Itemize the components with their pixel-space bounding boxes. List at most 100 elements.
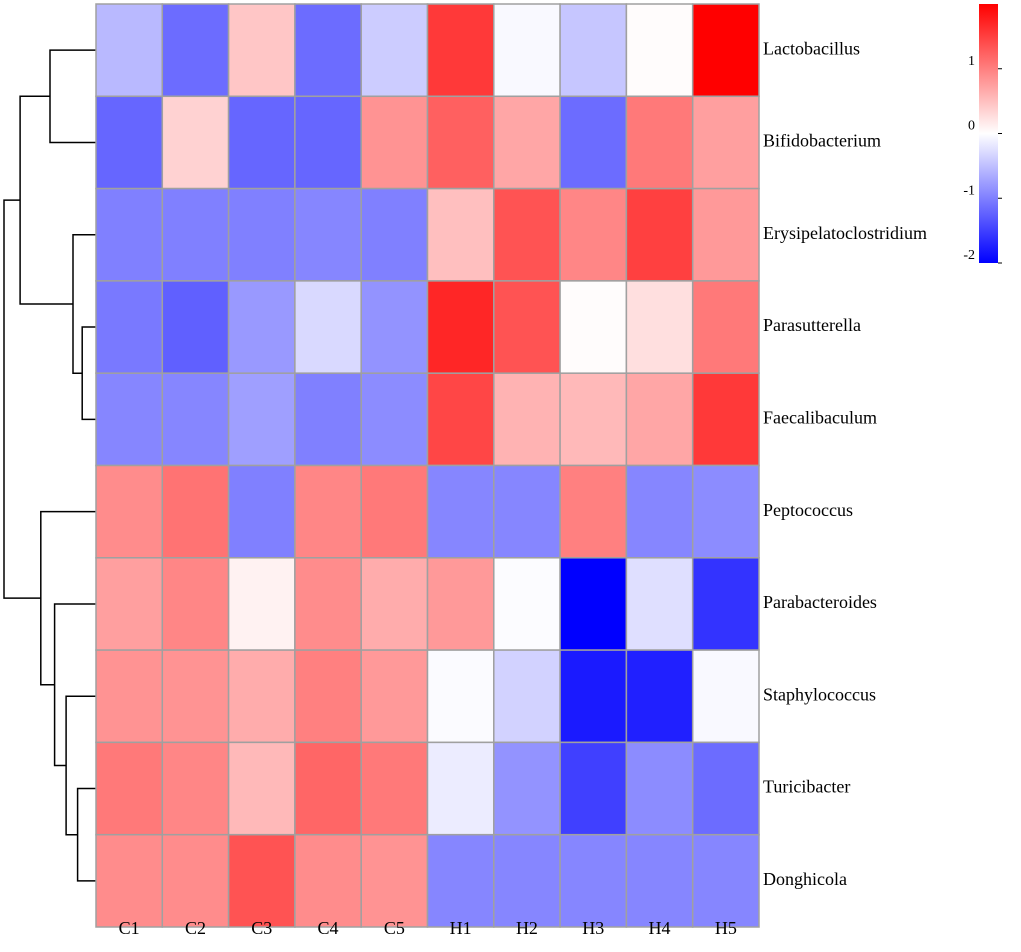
heatmap-cell bbox=[691, 464, 760, 559]
heatmap-cell bbox=[360, 372, 429, 467]
heatmap-cell bbox=[95, 95, 164, 190]
heatmap-cell bbox=[559, 372, 628, 467]
heatmap-cell bbox=[625, 833, 694, 928]
heatmap-cell bbox=[161, 187, 230, 282]
heatmap-cell bbox=[360, 95, 429, 190]
heatmap-cell bbox=[493, 557, 561, 651]
heatmap-cell bbox=[559, 187, 628, 282]
heatmap-cell bbox=[426, 187, 495, 282]
heatmap-cell bbox=[227, 187, 296, 282]
heatmap-cell bbox=[360, 649, 429, 744]
heatmap-cell bbox=[625, 649, 694, 744]
heatmap-cell bbox=[360, 187, 429, 282]
heatmap-cell bbox=[493, 833, 561, 928]
heatmap-cell bbox=[625, 464, 694, 559]
heatmap-cell bbox=[493, 741, 561, 836]
heatmap-cell bbox=[493, 464, 561, 559]
row-label: Erysipelatoclostridium bbox=[763, 223, 927, 243]
column-label: C5 bbox=[384, 918, 405, 938]
heatmap-cell bbox=[95, 557, 164, 651]
heatmap-cell bbox=[227, 833, 296, 928]
color-legend: 1 0 -1 -2 bbox=[963, 4, 1002, 264]
dendrogram-branch bbox=[76, 787, 96, 882]
legend-tick-label: 0 bbox=[968, 119, 975, 134]
heatmap-cell bbox=[625, 3, 694, 98]
heatmap-cell bbox=[691, 3, 760, 98]
heatmap-cell bbox=[294, 741, 362, 836]
heatmap-cell bbox=[625, 741, 694, 836]
heatmap-cell bbox=[227, 3, 296, 98]
row-label: Bifidobacterium bbox=[763, 131, 881, 151]
heatmap-cell bbox=[559, 3, 628, 98]
dendrogram-branch bbox=[40, 510, 96, 686]
heatmap-cell bbox=[625, 187, 694, 282]
legend-tick-label: 1 bbox=[968, 54, 975, 69]
heatmap-cell bbox=[161, 280, 230, 374]
row-label: Parasutterella bbox=[763, 315, 861, 335]
heatmap-cell bbox=[493, 187, 561, 282]
heatmap-cell bbox=[294, 95, 362, 190]
row-labels: Lactobacillus Bifidobacterium Erysipelatoc… bbox=[763, 38, 927, 889]
dendrogram-branch bbox=[19, 95, 73, 305]
heatmap-cell bbox=[426, 280, 495, 374]
heatmap-cell bbox=[426, 557, 495, 651]
heatmap-cell bbox=[360, 741, 429, 836]
heatmap-cell bbox=[625, 280, 694, 374]
color-legend-bar bbox=[979, 4, 998, 263]
heatmap-cell bbox=[559, 649, 628, 744]
heatmap-cell bbox=[426, 741, 495, 836]
legend-tick-label: -2 bbox=[963, 248, 975, 263]
heatmap-cell bbox=[294, 280, 362, 374]
column-label: H3 bbox=[582, 918, 604, 938]
heatmap-cell bbox=[161, 95, 230, 190]
heatmap-cell bbox=[691, 280, 760, 374]
column-label: C2 bbox=[185, 918, 206, 938]
column-label: H5 bbox=[715, 918, 737, 938]
heatmap-cell bbox=[493, 95, 561, 190]
legend-tick-label: -1 bbox=[963, 183, 975, 198]
dendrogram-branch bbox=[72, 234, 96, 374]
heatmap-cell bbox=[95, 372, 164, 467]
heatmap-cell bbox=[559, 741, 628, 836]
row-label: Turicibacter bbox=[763, 777, 850, 797]
heatmap-cell bbox=[227, 372, 296, 467]
heatmap-cell bbox=[294, 372, 362, 467]
heatmap-cell bbox=[294, 649, 362, 744]
heatmap-cell bbox=[426, 833, 495, 928]
heatmap-cell bbox=[559, 557, 628, 651]
heatmap-cell bbox=[161, 372, 230, 467]
heatmap-cell bbox=[691, 557, 760, 651]
heatmap-cell bbox=[360, 557, 429, 651]
heatmap-cell bbox=[95, 649, 164, 744]
heatmap-cell bbox=[227, 95, 296, 190]
heatmap-cell bbox=[426, 649, 495, 744]
heatmap-cell bbox=[426, 3, 495, 98]
heatmap-cell bbox=[294, 833, 362, 928]
column-label: H2 bbox=[516, 918, 538, 938]
row-label: Parabacteroides bbox=[763, 592, 877, 612]
heatmap-cell bbox=[95, 833, 164, 928]
heatmap-cell bbox=[227, 557, 296, 651]
row-label: Peptococcus bbox=[763, 500, 853, 520]
heatmap-cell bbox=[493, 3, 561, 98]
heatmap-cell bbox=[360, 833, 429, 928]
heatmap-cell bbox=[360, 3, 429, 98]
heatmap-cell bbox=[294, 3, 362, 98]
heatmap-cell bbox=[493, 372, 561, 467]
heatmap-cell bbox=[360, 280, 429, 374]
heatmap-cell bbox=[161, 833, 230, 928]
dendrogram-branch bbox=[49, 49, 96, 144]
heatmap-cells bbox=[95, 3, 760, 928]
row-label: Lactobacillus bbox=[763, 38, 860, 58]
heatmap-cell bbox=[625, 557, 694, 651]
heatmap-cell bbox=[559, 464, 628, 559]
dendrogram-branch bbox=[81, 326, 96, 421]
heatmap-cell bbox=[95, 741, 164, 836]
heatmap-cell bbox=[426, 464, 495, 559]
heatmap-cell bbox=[95, 187, 164, 282]
heatmap-cell bbox=[493, 649, 561, 744]
heatmap-cell bbox=[95, 3, 164, 98]
heatmap-cell bbox=[161, 557, 230, 651]
